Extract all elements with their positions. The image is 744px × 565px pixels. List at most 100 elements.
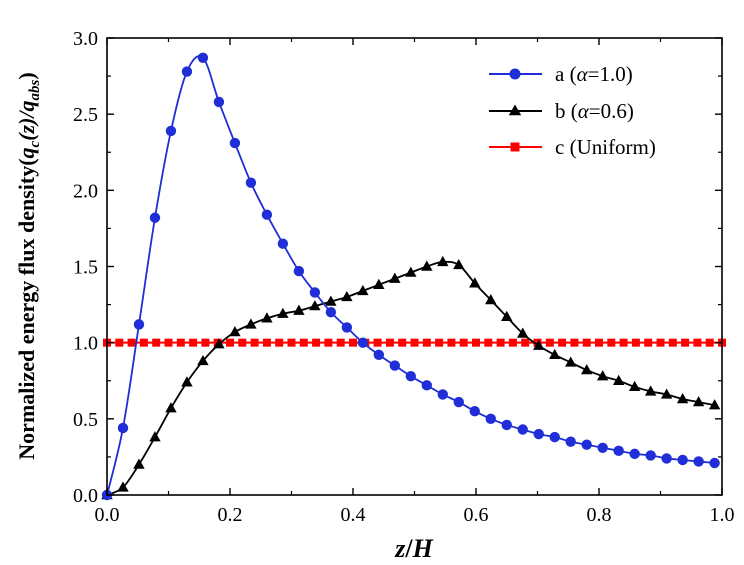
- series-c-point: [570, 338, 579, 347]
- x-tick-label: 0.2: [218, 504, 243, 526]
- series-b-point: [612, 374, 625, 385]
- series-c-point: [201, 338, 210, 347]
- series-c-point: [275, 338, 284, 347]
- series-c-point: [582, 338, 591, 347]
- series-a-point: [293, 265, 305, 277]
- y-tick-label: 3.0: [73, 28, 98, 50]
- series-a-point: [421, 380, 432, 391]
- series-b-point: [405, 266, 417, 277]
- series-a-point: [437, 389, 448, 400]
- series-c-point: [508, 338, 517, 347]
- series-b-point: [692, 396, 705, 407]
- legend-label-b: b (α=0.6): [555, 99, 634, 123]
- series-b-point: [676, 393, 689, 404]
- series-b-point: [628, 380, 641, 392]
- series-a-point: [357, 337, 369, 348]
- series-c-point: [668, 338, 677, 347]
- series-a-point: [373, 349, 385, 361]
- series-a-point: [277, 238, 289, 249]
- series-c-point: [299, 338, 308, 347]
- series-b-point: [517, 327, 529, 338]
- series-a-point: [325, 307, 337, 318]
- series-a-point: [261, 209, 273, 220]
- series-a-point: [485, 413, 496, 425]
- y-axis-close: ): [14, 72, 39, 79]
- x-axis-var-h: H: [412, 534, 434, 563]
- series-a-point: [645, 450, 656, 461]
- series-c-point: [472, 338, 480, 347]
- series-a-line: [106, 55, 715, 496]
- series-a-point: [229, 137, 241, 149]
- series-b-point: [389, 272, 401, 283]
- series-a-point: [453, 396, 464, 408]
- series-b-point: [469, 277, 481, 288]
- series-a-point: [389, 360, 401, 371]
- series-c-point: [238, 338, 247, 347]
- series-b-point: [453, 258, 465, 270]
- y-axis-q: q: [14, 147, 39, 158]
- series-b-point: [501, 310, 513, 321]
- x-tick-label: 0.6: [464, 504, 489, 526]
- series-c-point: [681, 338, 690, 347]
- series-b-point: [133, 458, 145, 469]
- series-a: [101, 52, 720, 501]
- series-a-point: [661, 453, 672, 464]
- series-b-point: [581, 364, 593, 375]
- series-b-point: [596, 370, 609, 381]
- legend-item-c: c (Uniform): [489, 135, 656, 159]
- series-c-point: [484, 338, 493, 347]
- series-a-point: [197, 52, 209, 64]
- y-axis-text: Normalized energy flux density(: [14, 158, 39, 459]
- series-b-point: [293, 304, 305, 315]
- series-a-point: [709, 457, 720, 469]
- series-c-point: [262, 338, 271, 347]
- legend-marker-b: [508, 104, 522, 116]
- series-a-point: [309, 287, 321, 298]
- series-a-point: [341, 322, 353, 333]
- series-c-point: [152, 338, 161, 347]
- series-b-point: [421, 260, 433, 271]
- x-axis-title: z/H: [394, 534, 433, 563]
- series-c-point: [189, 338, 198, 347]
- series-c-point: [139, 338, 148, 347]
- series-c-point: [336, 338, 345, 347]
- series-a-point: [117, 422, 129, 434]
- series-c-point: [312, 338, 321, 347]
- series-b-point: [181, 376, 193, 387]
- legend-label-c: c (Uniform): [555, 135, 656, 159]
- y-axis-title: Normalized energy flux density(qc(z)/qab…: [14, 72, 43, 459]
- legend-marker-a: [509, 68, 521, 80]
- series-b-point: [644, 385, 657, 396]
- series-b-point: [277, 307, 289, 318]
- series-b-point: [149, 431, 161, 442]
- series-c-point: [459, 338, 468, 347]
- series-c-point: [656, 338, 665, 347]
- series-a-point: [469, 406, 480, 417]
- series-b-point: [325, 295, 337, 306]
- series-b: [101, 255, 721, 500]
- y-tick-label: 0.5: [73, 409, 98, 431]
- series-a-point: [533, 428, 544, 440]
- series-a-point: [245, 177, 257, 188]
- series-b-point: [261, 312, 273, 323]
- y-axis-q2: q: [14, 100, 39, 111]
- series-c-point: [496, 338, 505, 347]
- series-b-point: [117, 481, 129, 492]
- series-c-point: [176, 338, 185, 347]
- series-c-point: [705, 338, 714, 347]
- series-c-point: [385, 338, 394, 347]
- legend-item-b: b (α=0.6): [489, 99, 634, 123]
- series-b-point: [213, 338, 225, 349]
- series-a-point: [149, 212, 161, 223]
- series-a-point: [133, 319, 145, 330]
- series-a-point: [613, 445, 624, 457]
- series-c-point: [373, 338, 382, 347]
- series-c: [103, 338, 726, 347]
- series-a-point: [581, 439, 592, 450]
- series-c-point: [521, 338, 530, 347]
- series-c-point: [595, 338, 603, 347]
- series-a-point: [597, 442, 608, 453]
- series-a-point: [677, 454, 688, 466]
- y-axis-z: (z)/: [14, 110, 39, 141]
- y-tick-label: 0.0: [73, 485, 98, 507]
